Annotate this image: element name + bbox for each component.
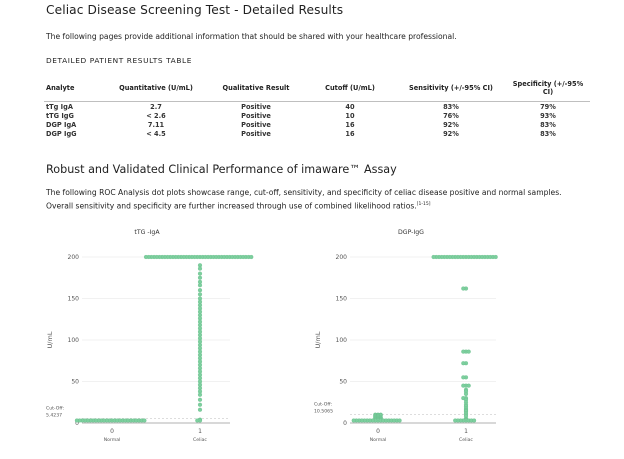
reference-superscript: [1-15] (416, 201, 431, 207)
data-point (195, 418, 200, 423)
x-tick-label: 0 (110, 428, 114, 435)
data-point (142, 418, 147, 423)
y-tick-label: 50 (71, 379, 79, 386)
table-header-row: Analyte Quantitative (U/mL) Qualitative … (44, 77, 590, 102)
data-point (463, 391, 469, 397)
data-point (453, 418, 458, 423)
table-cell: Positive (241, 102, 271, 111)
table-cell: 83% (443, 102, 459, 111)
x-tick-label: 0 (376, 428, 380, 435)
x-category-label: Celiac (459, 437, 473, 443)
data-point (461, 349, 466, 354)
table-cell: 7.11 (147, 120, 165, 129)
data-point (197, 407, 203, 412)
table-cell: < 4.5 (146, 130, 166, 139)
table-row: DGP IgA 7.11 Positive 16 92% 83% (44, 120, 590, 129)
data-point (197, 292, 203, 297)
y-tick-label: 0 (75, 420, 79, 427)
table-cell: 92% (443, 130, 459, 139)
y-tick-label: 50 (339, 379, 347, 386)
roc-dot-plots: tTG -IgAU/mL050100150200Cut-Off:5.42370N… (46, 229, 498, 443)
table-cell: Positive (241, 111, 271, 120)
section-text: The following ROC Analysis dot plots sho… (46, 187, 586, 212)
data-point (197, 275, 203, 280)
y-tick-label: 150 (68, 296, 80, 303)
page-title: Celiac Disease Screening Test - Detailed… (46, 3, 344, 17)
intro-text: The following pages provide additional i… (46, 32, 457, 41)
data-point (74, 418, 79, 423)
column-header: Specificity (+/-95% CI) (506, 77, 590, 102)
results-table-title: DETAILED PATIENT RESULTS TABLE (46, 56, 192, 65)
y-tick-label: 100 (336, 337, 348, 344)
data-point (197, 392, 203, 397)
cutoff-value: 5.4237 (46, 412, 62, 418)
y-axis-label: U/mL (314, 331, 322, 348)
data-point (197, 402, 203, 407)
column-header: Sensitivity (+/-95% CI) (396, 77, 506, 102)
table-cell: < 2.6 (146, 111, 166, 120)
table-cell: 79% (540, 102, 556, 111)
table-row: tTg IgA 2.7 Positive 40 83% 79% (44, 102, 590, 112)
data-point (461, 383, 466, 388)
data-point (143, 254, 149, 260)
data-point (197, 266, 203, 271)
chart-title: DGP-IgG (398, 229, 424, 236)
data-point (197, 397, 203, 402)
table-cell: 16 (345, 120, 355, 129)
data-point (466, 383, 471, 388)
column-header: Quantitative (U/mL) (104, 77, 208, 102)
y-tick-label: 200 (68, 254, 80, 261)
column-header: Cutoff (U/mL) (304, 77, 396, 102)
y-axis-label: U/mL (46, 331, 54, 348)
table-cell: 83% (540, 130, 556, 139)
table-cell: 83% (540, 120, 556, 129)
table-cell: 10 (345, 111, 355, 120)
table-row: tTG IgG < 2.6 Positive 10 76% 93% (44, 111, 590, 120)
x-tick-label: 1 (198, 428, 202, 435)
data-point (461, 375, 466, 380)
table-row: DGP IgG < 4.5 Positive 16 92% 83% (44, 130, 590, 139)
table-cell: tTG IgG (46, 111, 74, 120)
column-header: Analyte (44, 77, 104, 102)
results-table: Analyte Quantitative (U/mL) Qualitative … (44, 77, 590, 139)
section-title: Robust and Validated Clinical Performanc… (46, 163, 397, 176)
data-point (197, 288, 203, 293)
table-cell: 2.7 (150, 102, 162, 111)
y-tick-label: 0 (343, 420, 347, 427)
data-point (461, 361, 466, 366)
table-cell: tTg IgA (46, 102, 73, 111)
cutoff-label: Cut-Off: (46, 405, 64, 411)
table-cell: 16 (345, 130, 355, 139)
table-cell: 76% (443, 111, 459, 120)
x-category-label: Normal (104, 437, 121, 443)
data-point (249, 254, 254, 260)
table-cell: Positive (241, 130, 271, 139)
table-cell: 92% (443, 120, 459, 129)
data-point (461, 286, 466, 291)
column-header: Qualitative Result (208, 77, 304, 102)
data-point (351, 418, 356, 423)
data-point (493, 254, 498, 260)
data-point (472, 418, 477, 423)
table-cell: 40 (345, 102, 355, 111)
data-point (397, 418, 402, 423)
data-point (197, 283, 203, 288)
data-point (197, 271, 203, 276)
x-category-label: Normal (370, 437, 387, 443)
data-point (466, 349, 471, 354)
y-tick-label: 150 (336, 296, 348, 303)
cutoff-value: 10.5065 (314, 408, 333, 414)
x-category-label: Celiac (193, 437, 207, 443)
table-cell: 93% (540, 111, 556, 120)
section-paragraph: The following ROC Analysis dot plots sho… (46, 188, 562, 211)
table-cell: DGP IgG (46, 130, 77, 139)
y-tick-label: 100 (68, 337, 80, 344)
chart-title: tTG -IgA (134, 229, 160, 236)
table-cell: Positive (241, 120, 271, 129)
x-tick-label: 1 (464, 428, 468, 435)
table-cell: DGP IgA (46, 120, 77, 129)
y-tick-label: 200 (336, 254, 348, 261)
data-point (431, 254, 436, 260)
cutoff-label: Cut-Off: (314, 401, 332, 407)
